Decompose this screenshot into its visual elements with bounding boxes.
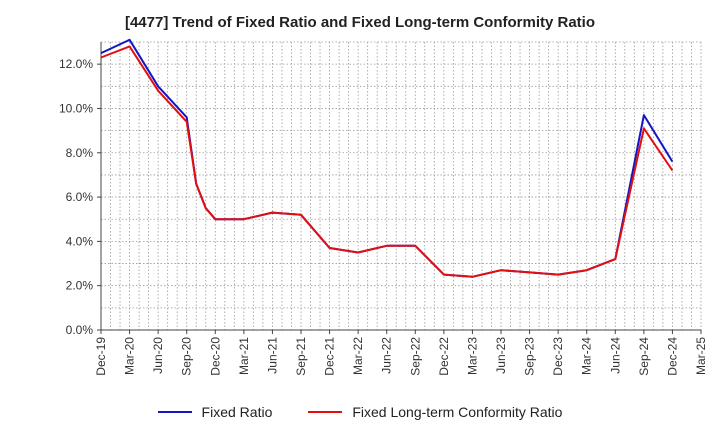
x-tick-label: Sep-22	[408, 337, 422, 376]
x-tick-label: Jun-22	[380, 337, 394, 374]
y-tick-label: 10.0%	[59, 101, 93, 115]
legend-label-conformity-ratio: Fixed Long-term Conformity Ratio	[352, 404, 563, 420]
x-tick-label: Mar-24	[580, 337, 594, 375]
legend: Fixed Ratio Fixed Long-term Conformity R…	[0, 404, 720, 420]
y-tick-label: 12.0%	[59, 57, 93, 71]
y-tick-label: 8.0%	[66, 146, 94, 160]
legend-swatch-conformity-ratio	[308, 411, 343, 413]
grid-layer	[101, 41, 702, 330]
chart-title: [4477] Trend of Fixed Ratio and Fixed Lo…	[124, 14, 596, 31]
x-tick-label: Dec-24	[665, 337, 679, 376]
x-tick-label: Dec-22	[437, 337, 451, 376]
y-tick-label: 2.0%	[66, 279, 94, 293]
x-tick-label: Dec-19	[94, 337, 108, 376]
x-tick-label: Sep-21	[294, 337, 308, 376]
legend-item-fixed-long-term-conformity-ratio: Fixed Long-term Conformity Ratio	[308, 404, 562, 420]
x-tick-label: Dec-21	[323, 337, 337, 376]
x-tick-label: Sep-23	[523, 337, 537, 376]
x-tick-label: Jun-24	[608, 337, 622, 374]
x-tick-label: Mar-25	[694, 337, 708, 375]
x-tick-label: Mar-23	[465, 337, 479, 375]
x-tick-label: Dec-23	[551, 337, 565, 376]
x-tick-label: Sep-24	[637, 337, 651, 376]
x-tick-label: Jun-23	[494, 337, 508, 374]
y-tick-label: 4.0%	[66, 234, 94, 248]
y-tick-label: 6.0%	[66, 190, 94, 204]
x-tick-label: Dec-20	[208, 337, 222, 376]
legend-swatch-fixed-ratio	[157, 411, 192, 413]
series-line-fixed-long-term-conformity-ratio	[100, 45, 674, 278]
y-tick-label: 0.0%	[66, 323, 94, 337]
legend-label-fixed-ratio: Fixed Ratio	[201, 404, 273, 420]
x-tick-label: Mar-20	[123, 337, 137, 375]
axis-layer: 0.0% 2.0% 4.0% 6.0% 8.0% 10.0% 12.0% Dec-19 Mar-…	[59, 42, 708, 376]
x-tick-label: Mar-22	[351, 337, 365, 375]
series-layer	[100, 38, 674, 278]
legend-item-fixed-ratio: Fixed Ratio	[157, 404, 273, 420]
x-tick-label: Mar-21	[237, 337, 251, 375]
x-tick-label: Sep-20	[180, 337, 194, 376]
x-tick-label: Jun-20	[151, 337, 165, 374]
x-tick-label: Jun-21	[265, 337, 279, 374]
